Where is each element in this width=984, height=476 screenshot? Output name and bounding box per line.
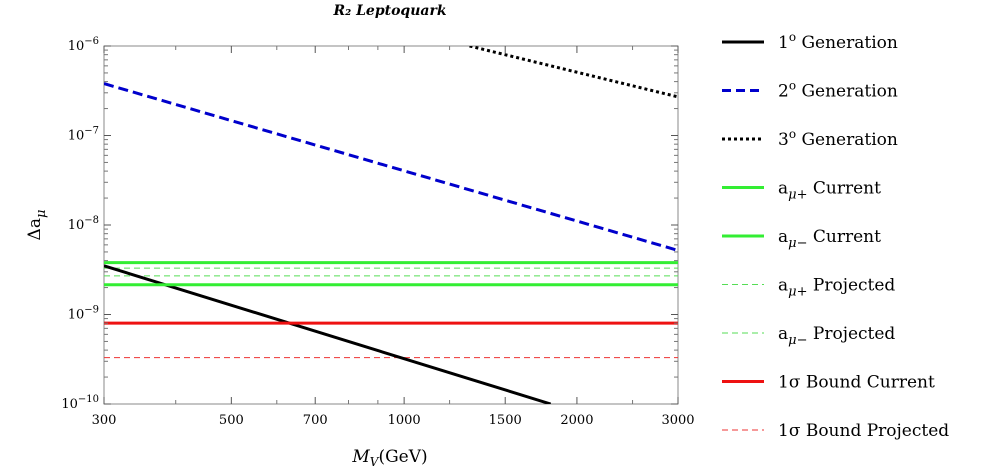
y-tick-label: 10−9 (68, 305, 99, 323)
y-axis-label: Δaμ (25, 210, 49, 241)
legend-label-7: aμ− Projected (778, 324, 895, 348)
series-line-1 (104, 264, 552, 404)
legend: 1o Generation 2o Generation 3o Generation a… (722, 30, 949, 441)
legend-label-5: aμ− Current (778, 227, 881, 251)
legend-label-9: 1σ Bound Projected (778, 421, 949, 441)
x-tick-label: 500 (219, 413, 244, 428)
y-tick-label: 10−6 (68, 36, 99, 54)
y-tick-label: 10−7 (68, 126, 99, 144)
series-line-3 (469, 46, 678, 99)
legend-label-2: 2o Generation (778, 79, 898, 102)
x-tick-label: 1500 (489, 413, 522, 428)
series-line-2 (104, 82, 678, 252)
x-tick-label: 3000 (661, 413, 694, 428)
plot-frame (103, 45, 679, 405)
legend-label-6: aμ+ Projected (778, 276, 895, 300)
series-layer (104, 46, 678, 404)
legend-label-3: 3o Generation (778, 127, 898, 150)
x-axis-label: MV(GeV) (351, 447, 427, 469)
legend-label-1: 1o Generation (778, 30, 898, 53)
x-tick-label: 2000 (560, 413, 593, 428)
x-tick-label: 1000 (388, 413, 421, 428)
legend-label-8: 1σ Bound Current (778, 373, 935, 393)
x-tick-label: 300 (92, 413, 117, 428)
legend-label-4: aμ+ Current (778, 179, 881, 203)
y-tick-label: 10−8 (68, 215, 99, 233)
x-tick-label: 700 (303, 413, 328, 428)
chart-title: R₂ Leptoquark (332, 3, 446, 19)
y-tick-label: 10−10 (61, 394, 99, 412)
ticks-layer: 300 500 700 1000 1500 2000 3000 10−10 10−9 10−8 10… (61, 36, 694, 428)
